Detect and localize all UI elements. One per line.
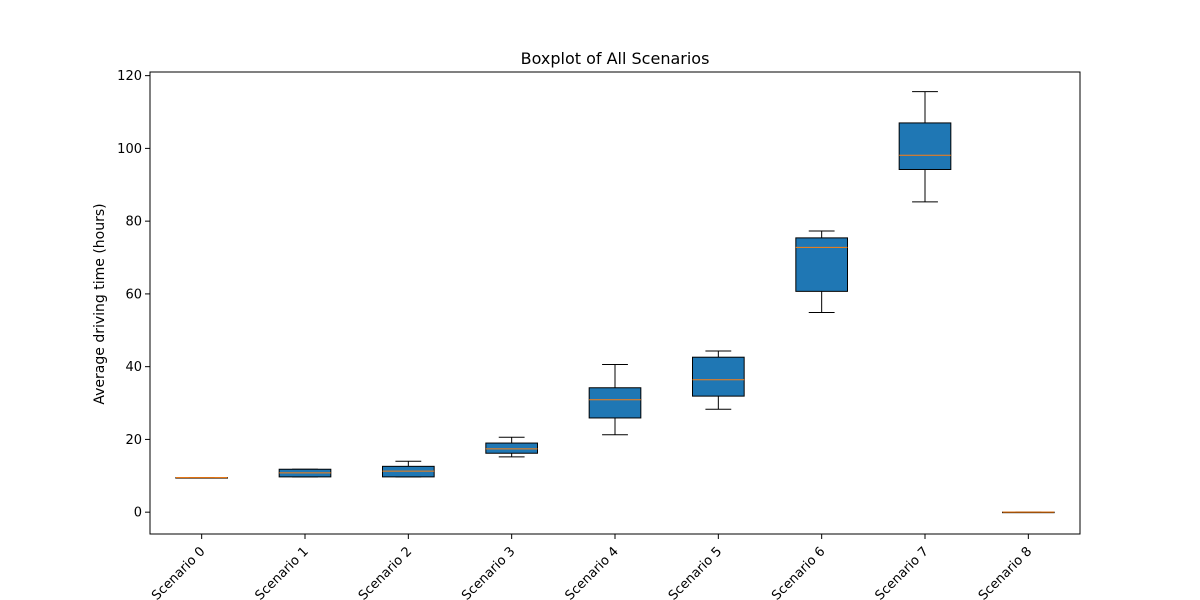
x-tick-label: Scenario 8: [976, 544, 1035, 600]
y-tick-label: 100: [117, 142, 142, 157]
box-7: [898, 91, 952, 203]
y-tick-label: 120: [117, 69, 142, 84]
x-tick-label: Scenario 1: [252, 544, 311, 600]
y-axis: 0 20 40 60 80 100 120: [117, 69, 150, 521]
y-tick-label: 40: [125, 360, 142, 375]
y-axis-label: Average driving time (hours): [92, 203, 108, 404]
box-iqr: [795, 237, 848, 292]
y-tick-label: 0: [134, 506, 142, 521]
box-5: [692, 350, 745, 410]
box-2: [382, 460, 435, 478]
x-tick-label: Scenario 3: [459, 544, 518, 600]
box-iqr: [382, 465, 435, 478]
x-tick-label: Scenario 2: [356, 544, 415, 600]
x-tick-label: Scenario 0: [149, 544, 208, 600]
x-axis: Scenario 0 Scenario 1 Scenario 2 Scenario 3…: [149, 534, 1035, 600]
box-4: [588, 363, 642, 436]
box-0: [175, 477, 228, 479]
y-tick-label: 60: [125, 287, 142, 302]
box-8: [1002, 511, 1055, 514]
x-tick-label: Scenario 7: [872, 544, 931, 600]
y-tick-label: 80: [125, 215, 142, 230]
box-6: [795, 230, 848, 313]
box-iqr: [485, 442, 539, 454]
x-tick-label: Scenario 4: [562, 544, 621, 600]
box-iqr: [692, 356, 745, 397]
box-1: [278, 468, 332, 478]
y-tick-label: 20: [125, 433, 142, 448]
x-tick-label: Scenario 6: [769, 544, 828, 600]
box-3: [485, 436, 539, 458]
chart-title: Boxplot of All Scenarios: [521, 49, 710, 68]
box-iqr: [898, 122, 952, 170]
x-tick-label: Scenario 5: [666, 544, 725, 600]
box-iqr: [588, 387, 642, 419]
